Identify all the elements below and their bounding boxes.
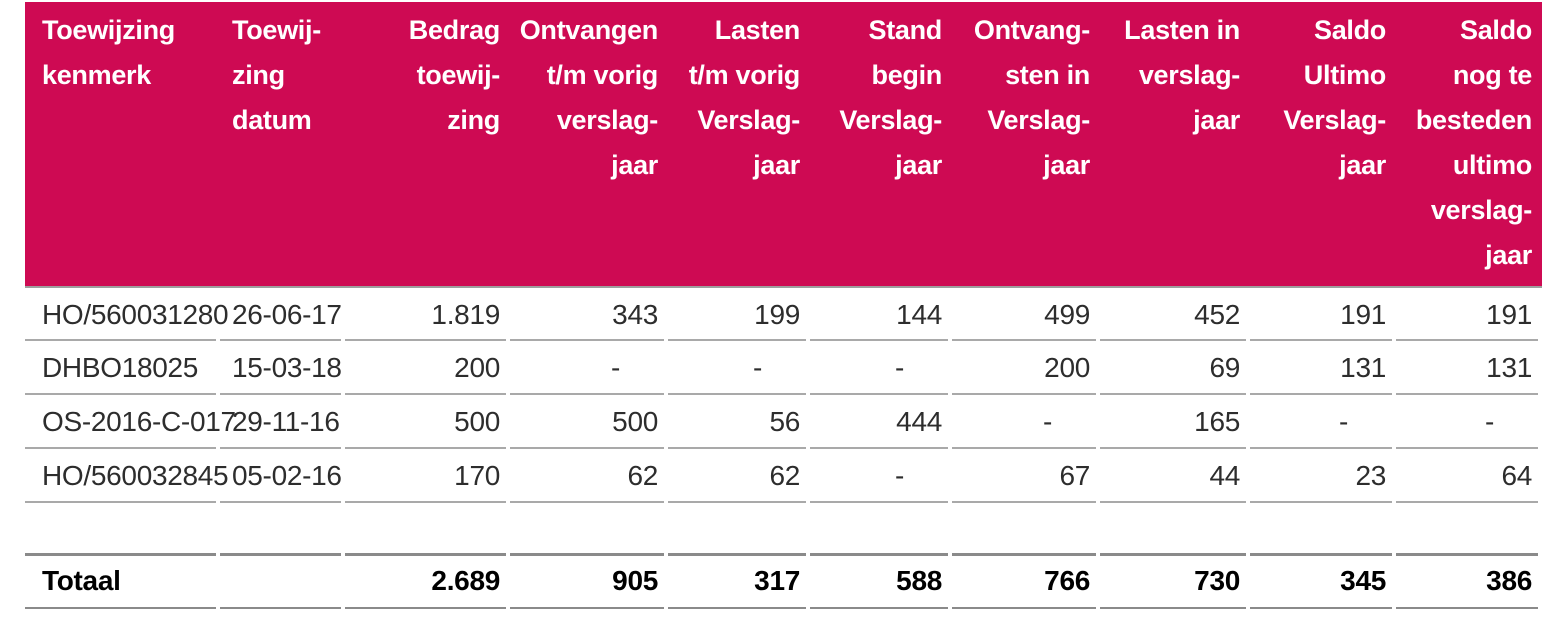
cell-ontvangsten-in: 499 <box>952 287 1100 341</box>
col-header-bedrag-toewijzing: Bedrag toewij- zing <box>345 2 510 288</box>
cell-stand-begin: 444 <box>810 395 952 449</box>
col-header-toewijzing-datum: Toewij- zing datum <box>220 2 345 288</box>
cell-toewijzing-datum: 15-03-18 <box>220 341 345 395</box>
cell-ontvangen-tm-vorig: 343 <box>510 287 668 341</box>
cell-saldo-ultimo: 23 <box>1250 449 1396 503</box>
cell-toewijzing-datum: 29-11-16 <box>220 395 345 449</box>
cell-toewijzing-kenmerk: HO/560032845 <box>25 449 229 503</box>
cell-saldo-ultimo: - <box>1250 395 1396 449</box>
allocations-table: Toewijzing kenmerk Toewij- zing datum Be… <box>25 2 1542 609</box>
cell-lasten-in: 44 <box>1100 449 1250 503</box>
cell-ontvangen-tm-vorig: 62 <box>510 449 668 503</box>
cell-saldo-nog-te-besteden: 131 <box>1396 341 1542 395</box>
col-header-stand-begin-verslagjaar: Stand begin Verslag- jaar <box>810 2 952 288</box>
cell-lasten-tm-vorig: 62 <box>668 449 810 503</box>
cell-lasten-tm-vorig: - <box>668 341 810 395</box>
col-header-saldo-nog-te-besteden: Saldo nog te besteden ultimo verslag- ja… <box>1396 2 1542 288</box>
col-header-lasten-tm-vorig-verslagjaar: Lasten t/m vorig Verslag- jaar <box>668 2 810 288</box>
cell-toewijzing-kenmerk: HO/560031280 <box>25 287 229 341</box>
cell-toewijzing-datum: 26-06-17 <box>220 287 345 341</box>
cell-saldo-ultimo: 191 <box>1250 287 1396 341</box>
cell-ontvangsten-in: 67 <box>952 449 1100 503</box>
spacer-cell <box>25 503 1542 553</box>
col-header-ontvangsten-in-verslagjaar: Ontvang- sten in Verslag- jaar <box>952 2 1100 288</box>
total-lasten-tm-vorig: 317 <box>668 553 810 609</box>
col-header-lasten-in-verslagjaar: Lasten in verslag- jaar <box>1100 2 1250 288</box>
col-header-toewijzing-kenmerk: Toewijzing kenmerk <box>25 2 220 288</box>
cell-toewijzing-kenmerk: DHBO18025 <box>25 341 220 395</box>
cell-lasten-in: 69 <box>1100 341 1250 395</box>
cell-lasten-tm-vorig: 199 <box>668 287 810 341</box>
cell-ontvangen-tm-vorig: - <box>510 341 668 395</box>
table-row: HO/560032845 05-02-16 170 62 62 - 67 44 … <box>25 449 1542 503</box>
cell-bedrag-toewijzing: 500 <box>345 395 510 449</box>
cell-toewijzing-kenmerk: OS-2016-C-017 <box>25 395 236 449</box>
table-row: OS-2016-C-017 29-11-16 500 500 56 444 - … <box>25 395 1542 449</box>
total-bedrag-toewijzing: 2.689 <box>345 553 510 609</box>
allocations-table-container: Toewijzing kenmerk Toewij- zing datum Be… <box>25 2 1542 609</box>
cell-stand-begin: - <box>810 341 952 395</box>
cell-lasten-in: 452 <box>1100 287 1250 341</box>
cell-lasten-in: 165 <box>1100 395 1250 449</box>
total-toewijzing-datum <box>220 553 345 609</box>
table-row: DHBO18025 15-03-18 200 - - - 200 69 131 … <box>25 341 1542 395</box>
total-saldo-ultimo: 345 <box>1250 553 1396 609</box>
total-lasten-in: 730 <box>1100 553 1250 609</box>
cell-ontvangen-tm-vorig: 500 <box>510 395 668 449</box>
cell-saldo-nog-te-besteden: 191 <box>1396 287 1542 341</box>
spacer-row <box>25 503 1542 553</box>
cell-ontvangsten-in: - <box>952 395 1100 449</box>
total-row: Totaal 2.689 905 317 588 766 730 345 386 <box>25 553 1542 609</box>
col-header-ontvangen-tm-vorig-verslagjaar: Ontvangen t/m vorig verslag- jaar <box>510 2 668 288</box>
total-saldo-nog-te-besteden: 386 <box>1396 553 1542 609</box>
table-header: Toewijzing kenmerk Toewij- zing datum Be… <box>25 2 1542 288</box>
cell-ontvangsten-in: 200 <box>952 341 1100 395</box>
cell-saldo-nog-te-besteden: 64 <box>1396 449 1542 503</box>
cell-bedrag-toewijzing: 200 <box>345 341 510 395</box>
col-header-saldo-ultimo-verslagjaar: Saldo Ultimo Verslag- jaar <box>1250 2 1396 288</box>
cell-toewijzing-datum: 05-02-16 <box>220 449 345 503</box>
table-row: HO/560031280 26-06-17 1.819 343 199 144 … <box>25 287 1542 341</box>
cell-bedrag-toewijzing: 170 <box>345 449 510 503</box>
cell-stand-begin: 144 <box>810 287 952 341</box>
total-ontvangen-tm-vorig: 905 <box>510 553 668 609</box>
total-ontvangsten-in: 766 <box>952 553 1100 609</box>
cell-lasten-tm-vorig: 56 <box>668 395 810 449</box>
total-label: Totaal <box>25 553 220 609</box>
cell-saldo-ultimo: 131 <box>1250 341 1396 395</box>
total-stand-begin: 588 <box>810 553 952 609</box>
cell-saldo-nog-te-besteden: - <box>1396 395 1542 449</box>
header-row: Toewijzing kenmerk Toewij- zing datum Be… <box>25 2 1542 288</box>
cell-stand-begin: - <box>810 449 952 503</box>
cell-bedrag-toewijzing: 1.819 <box>345 287 510 341</box>
